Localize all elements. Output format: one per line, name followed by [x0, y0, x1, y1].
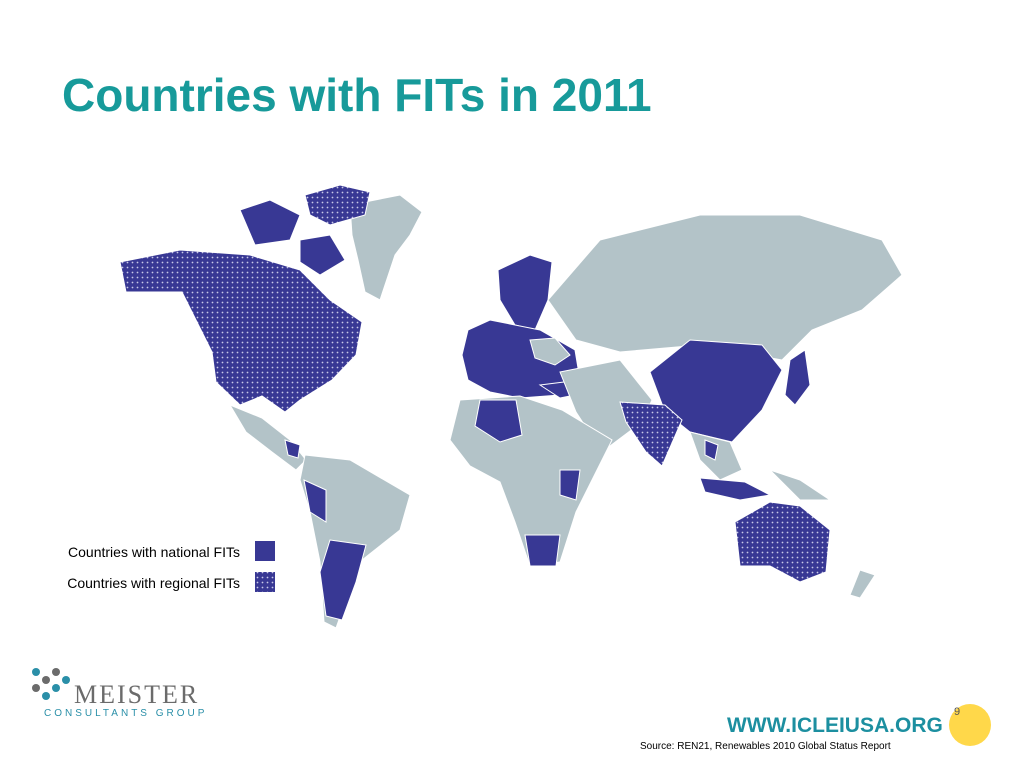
- source-note: Source: REN21, Renewables 2010 Global St…: [640, 741, 891, 752]
- east-africa: [559, 469, 581, 501]
- indonesia: [699, 477, 772, 501]
- central-america: [228, 403, 307, 471]
- new-zealand: [849, 569, 876, 599]
- arctic-islands: [304, 184, 371, 226]
- arctic-islands: [299, 234, 346, 276]
- logo-mark: [32, 668, 70, 700]
- page-number: 9: [954, 706, 961, 718]
- japan: [784, 349, 811, 406]
- australia: [734, 501, 831, 583]
- south-africa: [524, 534, 561, 567]
- legend-swatch-regional: [255, 572, 275, 592]
- page-badge: [949, 704, 991, 746]
- nicaragua: [284, 439, 301, 459]
- greenland: [349, 194, 423, 301]
- india: [619, 401, 683, 467]
- arctic-islands: [239, 199, 301, 246]
- thailand: [704, 439, 719, 461]
- new-guinea: [769, 469, 832, 501]
- russia: [547, 214, 903, 361]
- logo-name: MEISTER: [74, 680, 200, 709]
- africa: [449, 395, 613, 567]
- legend-swatch-national: [255, 541, 275, 561]
- slide-title: Countries with FITs in 2011: [62, 69, 652, 121]
- legend-label: Countries with national FITs: [68, 544, 240, 560]
- argentina: [319, 539, 367, 621]
- eastern-europe: [529, 337, 571, 366]
- south-america: [299, 454, 411, 629]
- website: WWW.ICLEIUSA.ORG: [727, 714, 943, 737]
- north-america: [119, 249, 363, 413]
- continents: [119, 184, 903, 629]
- logo-subtitle: CONSULTANTS GROUP: [44, 708, 208, 719]
- peru: [303, 479, 327, 523]
- legend-label: Countries with regional FITs: [67, 575, 240, 591]
- algeria: [474, 399, 523, 443]
- scandinavia: [497, 254, 553, 331]
